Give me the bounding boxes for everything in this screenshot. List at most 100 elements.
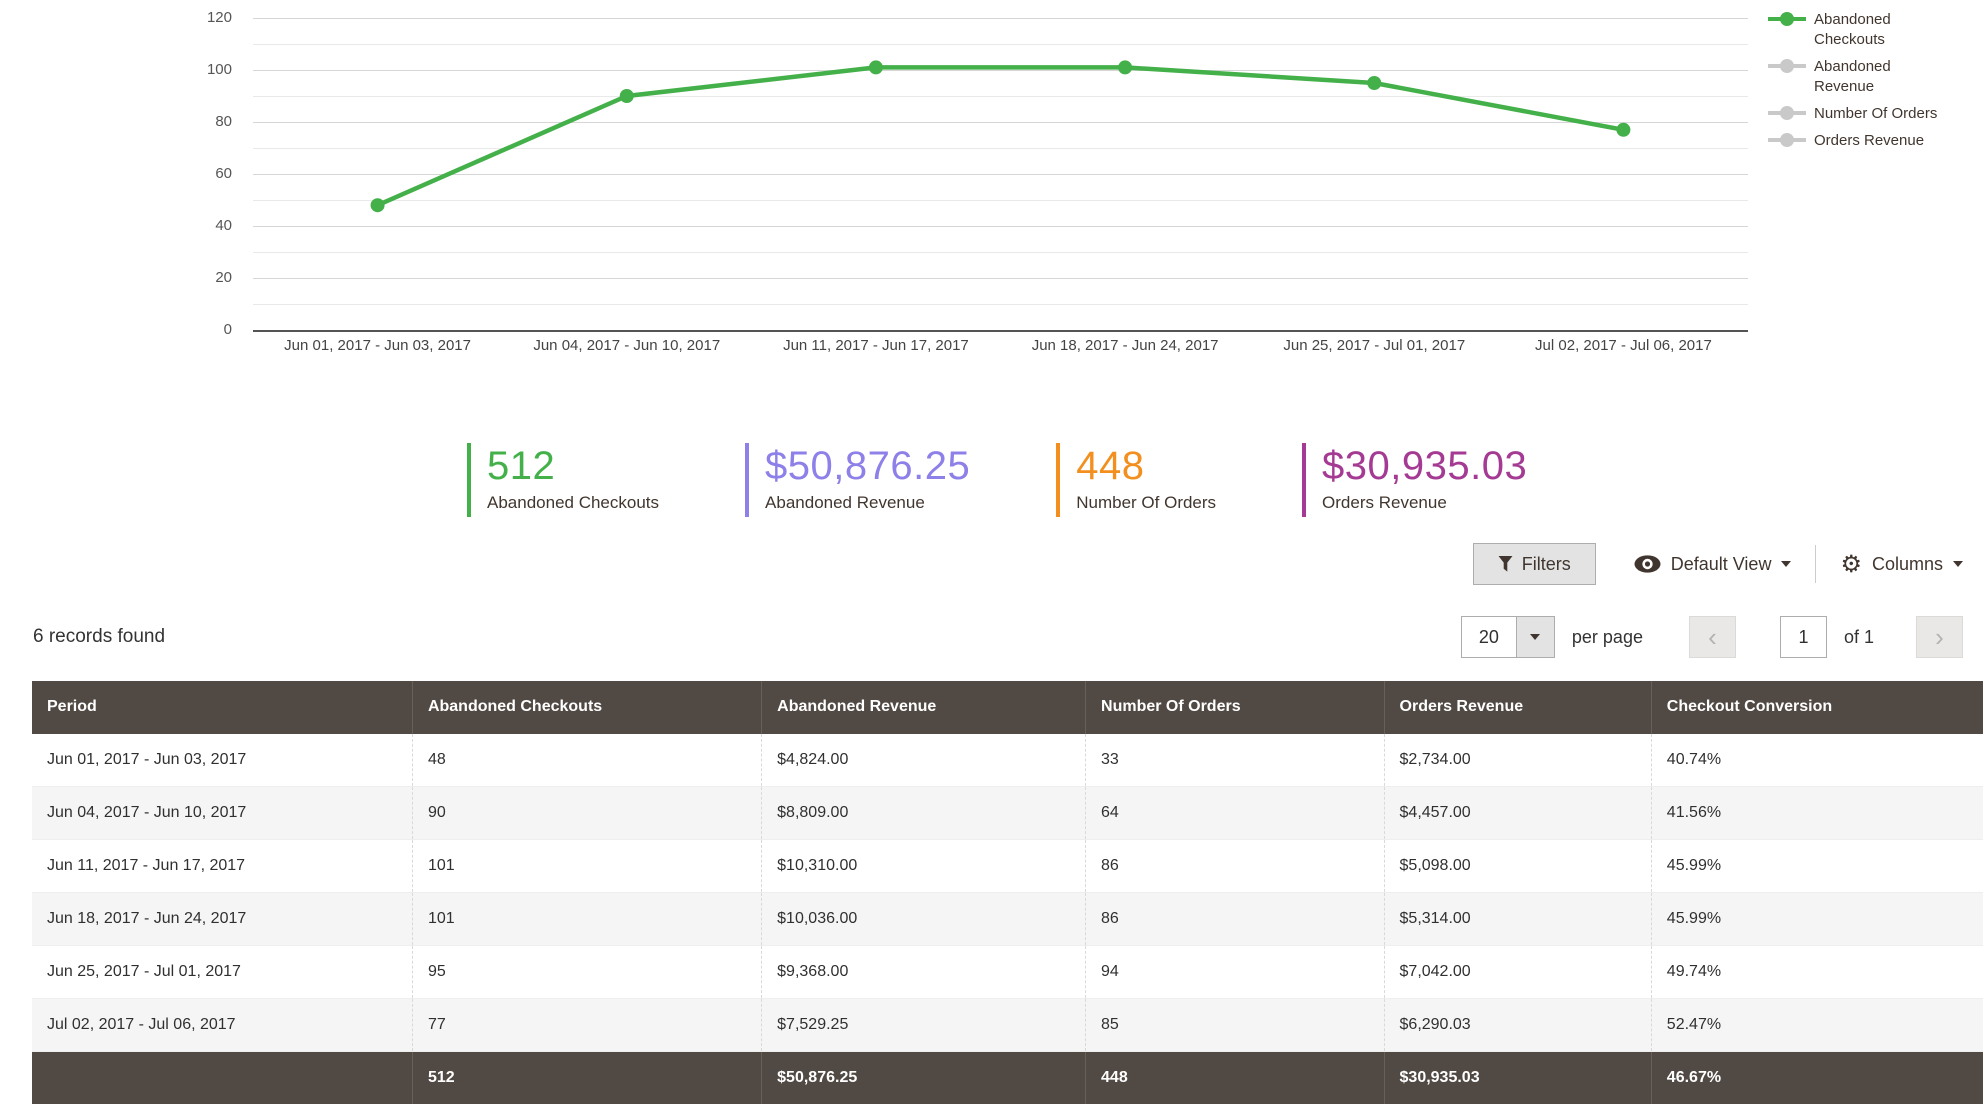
legend-marker-icon	[1768, 132, 1806, 148]
x-axis-tick-label: Jun 25, 2017 - Jul 01, 2017	[1250, 337, 1499, 354]
legend-label: Orders Revenue	[1814, 131, 1946, 151]
y-axis-tick-label: 20	[140, 269, 232, 287]
table-cell: 77	[412, 999, 761, 1052]
summary-stat: $30,935.03Orders Revenue	[1302, 443, 1527, 517]
legend-marker-icon	[1768, 105, 1806, 121]
table-cell: Jun 04, 2017 - Jun 10, 2017	[32, 787, 412, 840]
legend-marker-icon	[1768, 58, 1806, 74]
gear-icon: ⚙	[1840, 552, 1862, 576]
legend-label: Number Of Orders	[1814, 104, 1946, 124]
per-page-dropdown-button[interactable]	[1517, 616, 1555, 658]
filters-button[interactable]: Filters	[1473, 543, 1596, 585]
summary-stat-value: $30,935.03	[1322, 445, 1527, 487]
line-chart: 020406080100120 Jun 01, 2017 - Jun 03, 2…	[0, 0, 1985, 362]
chevron-down-icon	[1953, 561, 1963, 567]
table-cell: 49.74%	[1651, 946, 1983, 999]
chevron-right-icon: ›	[1935, 624, 1944, 650]
y-axis-tick-label: 120	[140, 9, 232, 27]
table-cell: $9,368.00	[762, 946, 1086, 999]
view-switcher[interactable]: Default View	[1634, 554, 1792, 575]
toolbar-divider	[1815, 545, 1816, 583]
filters-button-label: Filters	[1522, 554, 1571, 575]
table-cell: Jun 18, 2017 - Jun 24, 2017	[32, 893, 412, 946]
gridline	[253, 330, 1748, 332]
table-column-header[interactable]: Abandoned Revenue	[762, 681, 1086, 734]
table-cell: $6,290.03	[1384, 999, 1651, 1052]
legend-label: Abandoned Revenue	[1814, 57, 1946, 97]
current-page-input[interactable]	[1780, 616, 1827, 658]
x-axis-tick-label: Jun 04, 2017 - Jun 10, 2017	[502, 337, 751, 354]
table-cell: $2,734.00	[1384, 734, 1651, 787]
table-column-header[interactable]: Checkout Conversion	[1651, 681, 1983, 734]
filter-funnel-icon	[1498, 556, 1513, 572]
legend-item: Abandoned Revenue	[1768, 57, 1982, 97]
table-cell: 48	[412, 734, 761, 787]
table-column-header[interactable]: Period	[32, 681, 412, 734]
table-cell: $5,098.00	[1384, 840, 1651, 893]
x-axis-tick-label: Jun 11, 2017 - Jun 17, 2017	[751, 337, 1000, 354]
table-cell: $10,036.00	[762, 893, 1086, 946]
table-column-header[interactable]: Abandoned Checkouts	[412, 681, 761, 734]
table-cell: 41.56%	[1651, 787, 1983, 840]
table-cell: $5,314.00	[1384, 893, 1651, 946]
view-switcher-label: Default View	[1671, 554, 1772, 575]
table-cell: 86	[1086, 893, 1385, 946]
per-page-select[interactable]: 20	[1461, 616, 1555, 658]
legend-marker-icon	[1768, 11, 1806, 27]
summary-stat-label: Number Of Orders	[1076, 493, 1216, 513]
table-cell: Jun 25, 2017 - Jul 01, 2017	[32, 946, 412, 999]
eye-icon	[1634, 555, 1661, 573]
chart-point	[1616, 123, 1630, 137]
total-pages-label: of 1	[1844, 627, 1874, 648]
table-cell: $4,457.00	[1384, 787, 1651, 840]
table-cell: 101	[412, 893, 761, 946]
table-cell: 86	[1086, 840, 1385, 893]
table-cell: 52.47%	[1651, 999, 1983, 1052]
table-header-row: PeriodAbandoned CheckoutsAbandoned Reven…	[32, 681, 1983, 734]
summary-stat-label: Abandoned Checkouts	[487, 493, 659, 513]
chart-line	[378, 67, 1624, 205]
table-column-header[interactable]: Orders Revenue	[1384, 681, 1651, 734]
table-cell: 95	[412, 946, 761, 999]
table-cell: Jun 11, 2017 - Jun 17, 2017	[32, 840, 412, 893]
table-cell: Jun 01, 2017 - Jun 03, 2017	[32, 734, 412, 787]
chart-point	[1118, 60, 1132, 74]
report-table: PeriodAbandoned CheckoutsAbandoned Reven…	[32, 681, 1983, 1104]
table-row: Jun 11, 2017 - Jun 17, 2017101$10,310.00…	[32, 840, 1983, 893]
table-row: Jun 04, 2017 - Jun 10, 201790$8,809.0064…	[32, 787, 1983, 840]
chevron-down-icon	[1781, 561, 1791, 567]
previous-page-button[interactable]: ‹	[1689, 616, 1736, 658]
x-axis-tick-label: Jun 01, 2017 - Jun 03, 2017	[253, 337, 502, 354]
table-cell: 33	[1086, 734, 1385, 787]
y-axis-tick-label: 60	[140, 165, 232, 183]
table-cell: $7,042.00	[1384, 946, 1651, 999]
summary-stat: 448Number Of Orders	[1056, 443, 1216, 517]
table-row: Jun 18, 2017 - Jun 24, 2017101$10,036.00…	[32, 893, 1983, 946]
chart-point	[869, 60, 883, 74]
table-cell: 94	[1086, 946, 1385, 999]
grid-status-row: 6 records found 20 per page ‹ of 1 ›	[33, 616, 1963, 658]
table-cell: 85	[1086, 999, 1385, 1052]
table-cell: $7,529.25	[762, 999, 1086, 1052]
chart-point	[620, 89, 634, 103]
table-cell: 101	[412, 840, 761, 893]
table-cell: Jul 02, 2017 - Jul 06, 2017	[32, 999, 412, 1052]
chart-point	[1367, 76, 1381, 90]
table-cell: 40.74%	[1651, 734, 1983, 787]
y-axis-tick-label: 100	[140, 61, 232, 79]
x-axis-tick-label: Jun 18, 2017 - Jun 24, 2017	[1001, 337, 1250, 354]
table-cell: 90	[412, 787, 761, 840]
legend-item: Orders Revenue	[1768, 131, 1982, 151]
table-row: Jun 25, 2017 - Jul 01, 201795$9,368.0094…	[32, 946, 1983, 999]
per-page-value[interactable]: 20	[1461, 616, 1517, 658]
x-axis-tick-label: Jul 02, 2017 - Jul 06, 2017	[1499, 337, 1748, 354]
summary-stat-value: 512	[487, 445, 659, 487]
table-column-header[interactable]: Number Of Orders	[1086, 681, 1385, 734]
summary-stat-label: Abandoned Revenue	[765, 493, 970, 513]
summary-stat: 512 Abandoned Checkouts	[467, 443, 659, 517]
table-cell: $8,809.00	[762, 787, 1086, 840]
next-page-button[interactable]: ›	[1916, 616, 1963, 658]
legend-item: Number Of Orders	[1768, 104, 1982, 124]
columns-control[interactable]: ⚙ Columns	[1840, 552, 1963, 576]
summary-stats-row: 512Abandoned Checkouts$50,876.25Abandone…	[467, 443, 1985, 517]
